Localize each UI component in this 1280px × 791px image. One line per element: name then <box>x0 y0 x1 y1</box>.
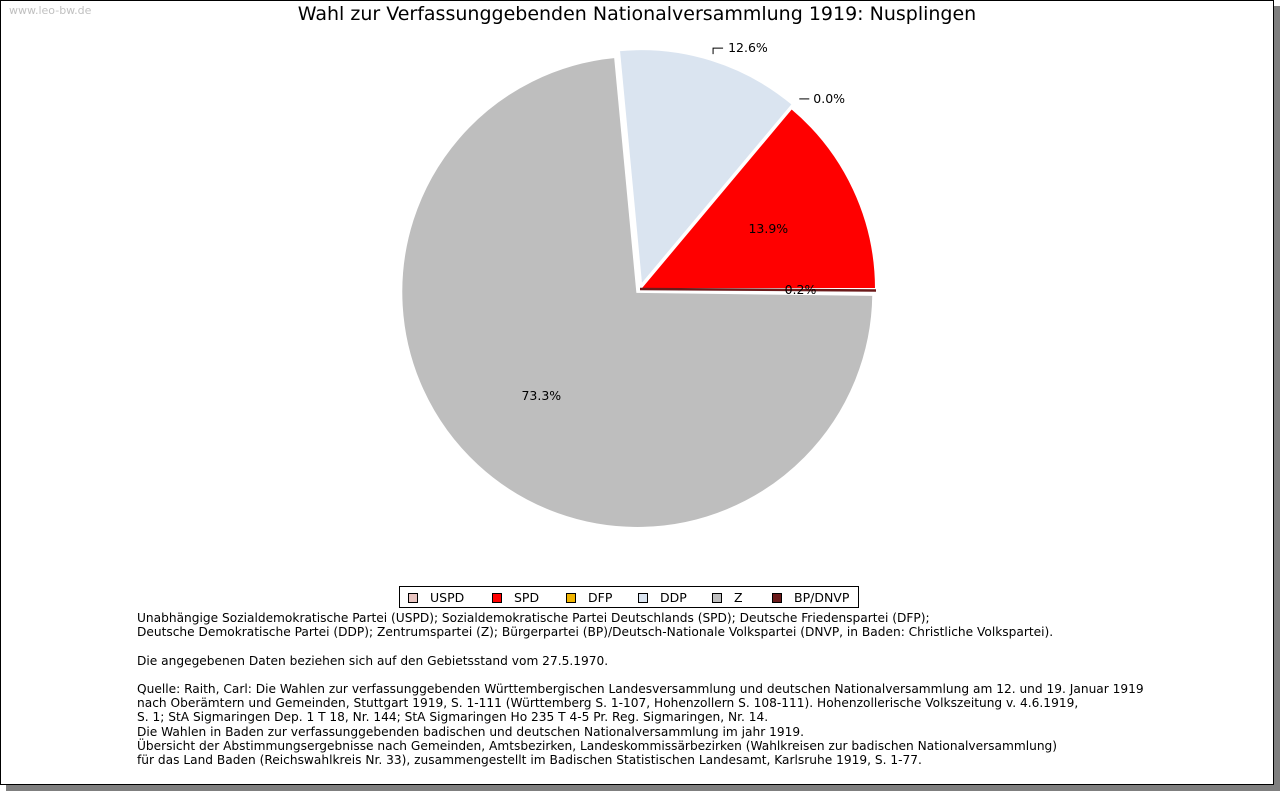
note-line: Die angegebenen Daten beziehen sich auf … <box>137 653 609 668</box>
legend-item-z: Z <box>712 590 743 605</box>
slice-label-spd: 13.9% <box>748 221 788 236</box>
legend-item-uspd: USPD <box>408 590 464 605</box>
note-line: Unabhängige Sozialdemokratische Partei (… <box>137 611 930 625</box>
legend: USPD SPD DFP DDP Z BP/DNVP <box>399 586 859 608</box>
legend-label: SPD <box>514 590 540 605</box>
pie-slice-spd <box>637 106 878 290</box>
legend-swatch <box>492 592 502 603</box>
legend-label: DFP <box>588 590 613 605</box>
legend-swatch <box>408 592 418 603</box>
note-line: S. 1; StA Sigmaringen Dep. 1 T 18, Nr. 1… <box>137 710 769 725</box>
note-line: Übersicht der Abstimmungsergebnisse nach… <box>137 738 1058 753</box>
legend-label: DDP <box>660 590 687 605</box>
note-line: Deutsche Demokratische Partei (DDP); Zen… <box>137 625 1054 640</box>
legend-label: USPD <box>430 590 465 605</box>
legend-label: BP/DNVP <box>794 590 850 605</box>
slice-label-bp-dnvp: 0.2% <box>785 282 817 297</box>
legend-label: Z <box>734 590 743 605</box>
legend-item-spd: SPD <box>492 590 539 605</box>
chart-notes: Unabhängige Sozialdemokratische Partei (… <box>137 611 1257 767</box>
pie-slice-edge-bp-dnvp <box>639 287 877 292</box>
legend-item-bp-dnvp: BP/DNVP <box>772 590 849 605</box>
watermark: www.leo-bw.de <box>9 4 92 17</box>
legend-swatch <box>638 592 648 603</box>
slice-label-ddp: 12.6% <box>728 40 768 55</box>
chart-title: Wahl zur Verfassunggebenden Nationalvers… <box>297 3 977 25</box>
slice-label-z: 73.3% <box>521 388 561 403</box>
pie-slice-ddp <box>617 48 795 288</box>
note-line: nach Oberämtern und Gemeinden, Stuttgart… <box>137 696 1079 711</box>
note-line: Quelle: Raith, Carl: Die Wahlen zur verf… <box>137 681 1144 696</box>
legend-swatch <box>566 592 576 603</box>
leader-line-ddp <box>712 47 724 55</box>
legend-item-ddp: DDP <box>638 590 687 605</box>
slice-label-dfp: 0.0% <box>813 91 845 106</box>
legend-item-dfp: DFP <box>566 590 612 605</box>
pie-slice-z <box>400 55 875 529</box>
note-line: Die Wahlen in Baden zur verfassunggebend… <box>137 724 804 739</box>
legend-swatch <box>772 592 782 603</box>
legend-swatch <box>712 592 722 603</box>
note-line: für das Land Baden (Reichswahlkreis Nr. … <box>137 753 922 767</box>
